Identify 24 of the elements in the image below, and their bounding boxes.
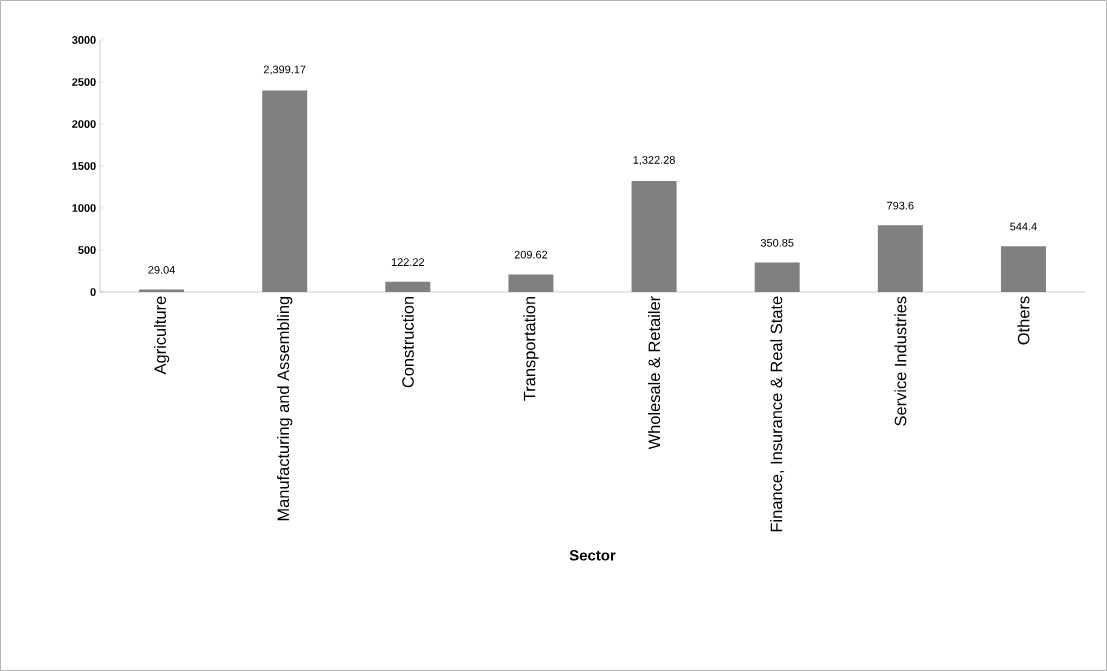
x-tick-label: Manufacturing and Assembling	[277, 296, 293, 521]
x-tick-label: Service Industries	[894, 296, 907, 426]
y-tick-label: 2500	[72, 78, 96, 86]
x-tick-label: Finance, Insurance & Real State	[770, 296, 785, 532]
y-tick-label: 1500	[72, 162, 96, 170]
data-label: 793.6	[887, 201, 914, 210]
x-axis-title: Sector	[569, 550, 616, 561]
data-label: 544.4	[1010, 222, 1037, 231]
data-label: 29.04	[148, 265, 175, 274]
x-tick-label: Construction	[401, 296, 414, 388]
data-label: 350.85	[760, 238, 794, 247]
data-label: 122.22	[391, 258, 425, 266]
x-tick-label: Others	[1017, 296, 1030, 345]
y-tick-label: 0	[90, 288, 96, 296]
data-label: 2,399.17	[263, 65, 306, 75]
data-label: 209.62	[514, 250, 548, 259]
x-tick-label: Wholesale & Retailer	[648, 296, 661, 450]
x-tick-label: Transportation	[523, 296, 539, 401]
x-tick-label: Agriculture	[153, 296, 170, 375]
y-tick-label: 2000	[72, 120, 96, 128]
data-label: 1,322.28	[633, 156, 675, 166]
y-tick-label: 1000	[72, 204, 96, 212]
y-tick-label: 500	[78, 246, 96, 254]
y-tick-label: 3000	[72, 36, 96, 44]
